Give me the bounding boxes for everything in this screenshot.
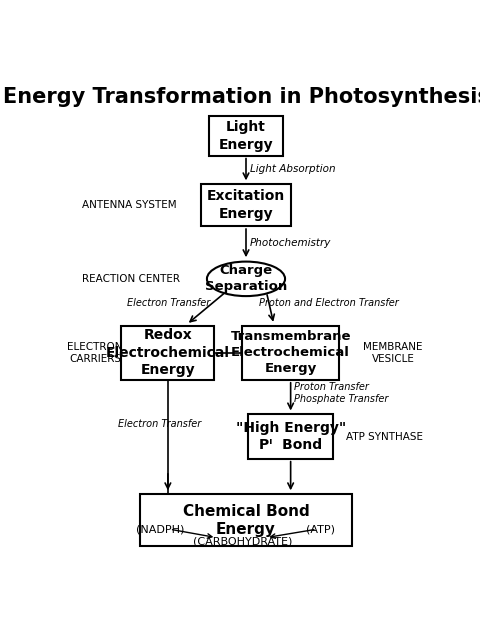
FancyBboxPatch shape [140, 495, 352, 546]
Text: Light
Energy: Light Energy [219, 120, 273, 152]
Text: Photochemistry: Photochemistry [250, 238, 331, 248]
Text: ATP SYNTHASE: ATP SYNTHASE [346, 431, 423, 442]
Text: Redox
Electrochemical
Energy: Redox Electrochemical Energy [106, 328, 230, 377]
FancyBboxPatch shape [242, 326, 339, 380]
Text: "High Energy"
Pᴵ  Bond: "High Energy" Pᴵ Bond [236, 421, 346, 452]
Text: MEMBRANE
VESICLE: MEMBRANE VESICLE [363, 342, 423, 364]
Text: (CARBOHYDRATE): (CARBOHYDRATE) [192, 536, 292, 547]
Text: Proton and Electron Transfer: Proton and Electron Transfer [259, 298, 399, 308]
FancyBboxPatch shape [202, 184, 290, 226]
Text: REACTION CENTER: REACTION CENTER [83, 274, 180, 284]
Text: ANTENNA SYSTEM: ANTENNA SYSTEM [83, 200, 177, 210]
Text: Electron Transfer: Electron Transfer [118, 419, 201, 429]
FancyBboxPatch shape [209, 116, 283, 156]
Ellipse shape [207, 262, 285, 296]
Text: (ATP): (ATP) [306, 524, 335, 534]
FancyBboxPatch shape [121, 326, 215, 380]
Text: Energy Transformation in Photosynthesis: Energy Transformation in Photosynthesis [2, 86, 480, 106]
Text: Excitation
Energy: Excitation Energy [207, 189, 285, 221]
Text: Electron Transfer: Electron Transfer [127, 298, 210, 308]
Text: Light Absorption: Light Absorption [250, 164, 336, 174]
Text: Proton Transfer
Phosphate Transfer: Proton Transfer Phosphate Transfer [294, 382, 389, 404]
Text: Charge
Separation: Charge Separation [205, 264, 287, 293]
Text: Chemical Bond
Energy: Chemical Bond Energy [182, 504, 310, 537]
Text: (NADPH): (NADPH) [136, 524, 185, 534]
FancyBboxPatch shape [248, 414, 334, 459]
Text: ELECTRON
CARRIERS: ELECTRON CARRIERS [67, 342, 123, 364]
Text: Transmembrane
Electrochemical
Energy: Transmembrane Electrochemical Energy [230, 330, 351, 375]
